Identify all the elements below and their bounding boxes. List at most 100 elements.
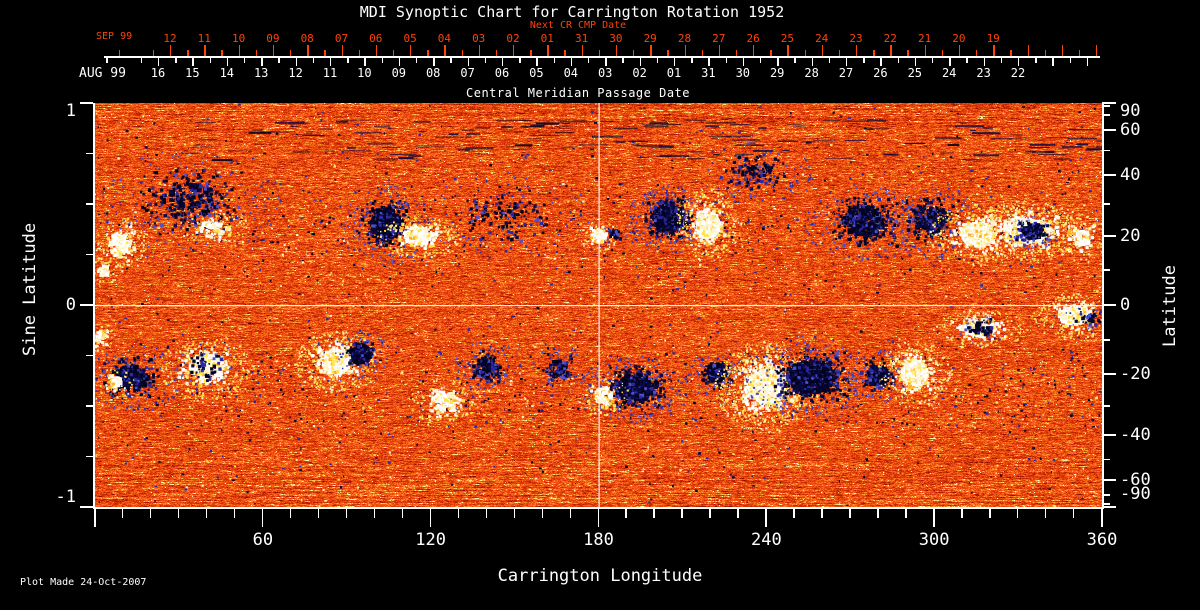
cmp-minor-tick	[140, 58, 143, 63]
cmp-tick	[433, 58, 435, 66]
next-cr-tick	[1027, 45, 1029, 57]
next-cr-minor-tick	[358, 50, 361, 57]
next-cr-minor-tick	[1044, 50, 1047, 57]
longitude-minor-tick	[485, 507, 487, 518]
latitude-tick	[1102, 174, 1116, 177]
cmp-tick	[398, 58, 401, 66]
cmp-tick	[536, 58, 538, 66]
sine-latitude-tick	[80, 506, 93, 508]
longitude-minor-tick	[1017, 507, 1019, 518]
sine-latitude-minor-tick	[86, 455, 93, 458]
cmp-tick	[261, 58, 263, 66]
next-cr-tick-label: 23	[849, 32, 863, 45]
cmp-tick	[570, 58, 573, 66]
cmp-minor-tick	[897, 58, 899, 63]
longitude-minor-tick	[205, 507, 208, 518]
right-axis-line	[1102, 103, 1104, 509]
next-cr-tick-label: 09	[266, 32, 280, 45]
cmp-tick	[846, 58, 848, 66]
next-cr-minor-tick	[873, 50, 875, 57]
next-cr-tick	[684, 45, 686, 57]
bottom-axis-line	[93, 507, 1104, 509]
longitude-minor-tick	[149, 507, 152, 518]
next-cr-tick	[375, 45, 378, 57]
next-cr-tick-label: 22	[883, 32, 897, 45]
latitude-tick-label: -60	[1120, 469, 1151, 490]
cmp-tick	[330, 58, 332, 66]
longitude-tick	[1101, 507, 1103, 527]
latitude-tick-label: -90	[1120, 484, 1151, 504]
longitude-minor-tick	[737, 507, 739, 518]
cmp-tick-label: 22	[1010, 66, 1026, 80]
next-cr-tick-label: 21	[917, 32, 932, 45]
sine-latitude-tick	[80, 102, 93, 104]
cmp-tick	[364, 58, 366, 66]
latitude-minor-tick	[1102, 105, 1110, 107]
longitude-tick	[933, 507, 935, 527]
cmp-tick	[1018, 58, 1020, 66]
latitude-minor-tick	[1102, 459, 1110, 461]
cmp-minor-tick	[244, 58, 246, 63]
cmp-tick-label: 28	[804, 66, 819, 80]
next-cr-tick-label: 19	[986, 32, 1000, 45]
next-cr-minor-tick	[667, 50, 669, 57]
cmp-tick-label: 14	[219, 66, 235, 80]
latitude-tick	[1102, 235, 1116, 237]
next-cr-tick	[958, 45, 961, 57]
cmp-minor-tick	[760, 58, 762, 63]
next-cr-axis-title: Next CR CMP Date	[529, 20, 627, 31]
cmp-tick-label: 23	[976, 66, 991, 80]
cmp-minor-tick	[622, 58, 624, 63]
x-axis-label: Carrington Longitude	[497, 566, 703, 586]
latitude-minor-tick	[1102, 503, 1110, 505]
next-cr-tick	[1096, 45, 1098, 57]
sine-latitude-minor-tick	[86, 203, 93, 205]
next-cr-tick-label: 26	[746, 32, 760, 45]
latitude-tick-label: -40	[1120, 424, 1151, 445]
next-cr-tick-label: 28	[677, 32, 692, 45]
longitude-tick	[597, 507, 600, 527]
next-cr-minor-tick	[255, 50, 258, 57]
cmp-minor-tick	[312, 58, 315, 63]
cmp-tick-label: 11	[322, 66, 338, 80]
next-cr-tick-label: 30	[609, 32, 623, 45]
cmp-tick-label: 07	[460, 66, 475, 80]
latitude-minor-tick	[1102, 405, 1110, 407]
latitude-minor-tick	[1102, 269, 1110, 271]
longitude-minor-tick	[821, 507, 823, 518]
next-cr-tick-label: 27	[712, 32, 726, 45]
next-cr-tick	[478, 45, 481, 57]
sine-latitude-tick-label: -1	[55, 487, 76, 507]
cmp-tick	[674, 58, 676, 66]
sine-latitude-minor-tick	[86, 354, 93, 357]
cmp-tick	[158, 58, 160, 66]
longitude-tick	[261, 507, 264, 527]
cmp-minor-tick	[484, 58, 487, 63]
cmp-tick-label: 30	[735, 66, 751, 80]
cmp-minor-tick	[553, 58, 555, 63]
next-cr-tick	[856, 45, 858, 57]
latitude-minor-tick	[1102, 114, 1110, 116]
longitude-tick	[94, 507, 96, 527]
cmp-tick	[949, 58, 951, 66]
plot-made-label: Plot Made 24-Oct-2007	[20, 577, 147, 588]
latitude-minor-tick	[1102, 203, 1110, 205]
next-cr-tick	[170, 45, 172, 57]
next-cr-minor-tick	[290, 50, 292, 57]
next-cr-minor-tick	[461, 50, 463, 57]
next-cr-minor-tick	[152, 50, 155, 57]
cmp-minor-tick	[863, 58, 865, 63]
cmp-tick	[639, 58, 641, 66]
cmp-minor-tick	[209, 58, 211, 63]
longitude-minor-tick	[961, 507, 963, 518]
next-cr-minor-tick	[564, 50, 566, 57]
next-cr-minor-tick	[427, 50, 429, 57]
next-cr-minor-tick	[118, 50, 120, 57]
latitude-minor-tick	[1102, 494, 1110, 496]
cmp-minor-tick	[691, 58, 693, 63]
cmp-axis-title: Central Meridian Passage Date	[465, 86, 691, 100]
cmp-tick-label: 01	[666, 66, 682, 80]
longitude-minor-tick	[793, 507, 795, 518]
cmp-tick	[502, 58, 504, 66]
longitude-minor-tick	[989, 507, 991, 518]
